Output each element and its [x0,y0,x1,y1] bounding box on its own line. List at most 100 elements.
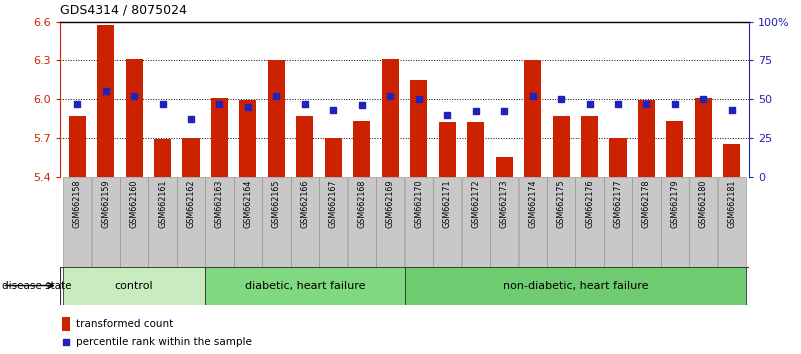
Bar [63,177,91,267]
Text: GSM662176: GSM662176 [585,179,594,228]
Point [127,93,140,99]
Bar [62,317,70,331]
Text: transformed count: transformed count [76,319,173,329]
Point [356,102,368,108]
Point [270,93,283,99]
Point [384,93,396,99]
Point [612,101,625,107]
Bar [547,177,575,267]
Point [299,101,312,107]
Bar [467,122,485,177]
Point [413,96,425,102]
Bar [177,177,205,267]
Bar [524,60,541,177]
Bar [183,138,199,177]
Point [327,107,340,113]
Bar [348,177,376,267]
Bar [268,60,285,177]
Point [213,101,226,107]
Text: GSM662167: GSM662167 [329,179,338,228]
Text: GSM662179: GSM662179 [670,179,679,228]
Text: GSM662162: GSM662162 [187,179,195,228]
Bar [97,25,115,177]
Bar [320,177,348,267]
Bar [405,177,433,267]
Text: GSM662177: GSM662177 [614,179,622,228]
Point [70,101,83,107]
Bar [376,177,405,267]
Text: GSM662158: GSM662158 [73,179,82,228]
Point [669,101,682,107]
Text: GSM662164: GSM662164 [244,179,252,228]
Bar [718,177,746,267]
Bar [205,267,405,304]
Bar [610,138,626,177]
Point [583,101,596,107]
Bar [126,59,143,177]
Text: GSM662175: GSM662175 [557,179,566,228]
Point [497,109,510,114]
Bar [632,177,661,267]
Point [99,88,112,94]
Bar [239,100,256,177]
Point [697,96,710,102]
Text: GSM662181: GSM662181 [727,179,736,228]
Text: GSM662170: GSM662170 [414,179,423,228]
Text: diabetic, heart failure: diabetic, heart failure [244,280,365,291]
Text: control: control [115,280,154,291]
Text: GSM662169: GSM662169 [386,179,395,228]
Point [59,339,72,345]
Bar [433,177,461,267]
Bar [694,98,712,177]
Point [441,112,453,118]
Bar [553,116,570,177]
Text: GSM662160: GSM662160 [130,179,139,228]
Text: GSM662180: GSM662180 [699,179,708,228]
Point [184,116,197,122]
Text: GSM662174: GSM662174 [528,179,537,228]
Text: GDS4314 / 8075024: GDS4314 / 8075024 [60,3,187,16]
Bar [262,177,291,267]
Bar [211,98,228,177]
Text: disease state: disease state [2,280,72,291]
Text: GSM662172: GSM662172 [471,179,480,228]
Bar [63,267,205,304]
Point [526,93,539,99]
Bar [439,122,456,177]
Text: GSM662168: GSM662168 [357,179,366,228]
Bar [690,177,718,267]
Bar [148,177,177,267]
Text: GSM662163: GSM662163 [215,179,224,228]
Bar [575,177,604,267]
Text: GSM662178: GSM662178 [642,179,651,228]
Text: non-diabetic, heart failure: non-diabetic, heart failure [502,280,648,291]
Text: percentile rank within the sample: percentile rank within the sample [76,337,252,347]
Point [726,107,739,113]
Text: GSM662159: GSM662159 [101,179,110,228]
Bar [205,177,234,267]
Bar [638,100,655,177]
Bar [490,177,518,267]
Bar [69,116,86,177]
Bar [296,116,313,177]
Bar [666,121,683,177]
Text: GSM662166: GSM662166 [300,179,309,228]
Point [469,109,482,114]
Bar [154,139,171,177]
Bar [324,138,342,177]
Bar [291,177,319,267]
Bar [410,80,427,177]
Bar [461,177,489,267]
Point [156,101,169,107]
Bar [91,177,119,267]
Point [640,101,653,107]
Text: GSM662173: GSM662173 [500,179,509,228]
Point [242,104,255,110]
Bar [496,157,513,177]
Text: GSM662161: GSM662161 [158,179,167,228]
Text: GSM662171: GSM662171 [443,179,452,228]
Bar [405,267,746,304]
Point [554,96,567,102]
Text: GSM662165: GSM662165 [272,179,281,228]
Bar [518,177,547,267]
